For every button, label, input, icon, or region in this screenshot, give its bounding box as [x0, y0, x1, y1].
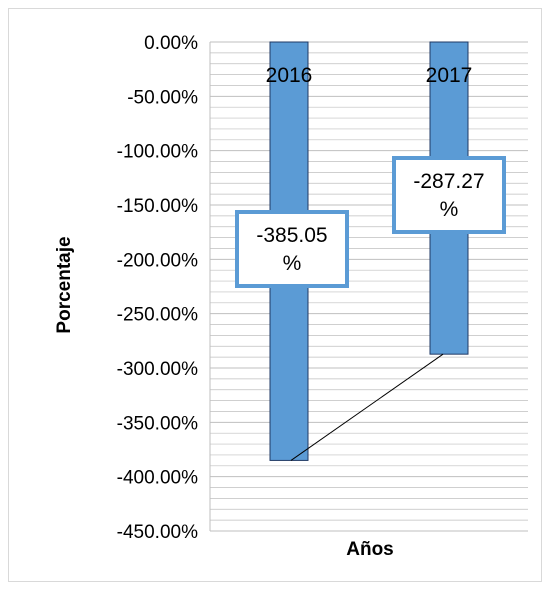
y-tick-label: -150.00%: [117, 196, 198, 217]
x-axis-title: Años: [346, 539, 394, 560]
y-tick-label: 0.00%: [144, 33, 198, 54]
data-label-box: [235, 210, 349, 288]
category-label: 2017: [426, 64, 473, 87]
y-tick-label: -450.00%: [117, 522, 198, 543]
y-tick-label: -100.00%: [117, 142, 198, 163]
category-label: 2016: [266, 64, 313, 87]
category-labels: 2016 2017: [266, 64, 473, 87]
y-tick-label: -50.00%: [127, 87, 198, 108]
y-tick-label: -200.00%: [117, 250, 198, 271]
data-labels: -385.05 % -287.27%: [235, 156, 506, 288]
leader-lines: [290, 353, 444, 461]
y-axis-title: Porcentaje: [54, 236, 75, 333]
y-tick-label: -250.00%: [117, 305, 198, 326]
leader-line: [290, 353, 444, 461]
data-label-box: [392, 156, 506, 234]
y-tick-label: -400.00%: [117, 468, 198, 489]
data-label: -385.05%: [256, 224, 327, 275]
y-axis-ticks: 0.00% -50.00% -100.00% -150.00% -200.00% -250…: [117, 33, 198, 543]
data-label: -287.27%: [413, 170, 484, 221]
y-tick-label: -350.00%: [117, 413, 198, 434]
y-tick-label: -300.00%: [117, 359, 198, 380]
